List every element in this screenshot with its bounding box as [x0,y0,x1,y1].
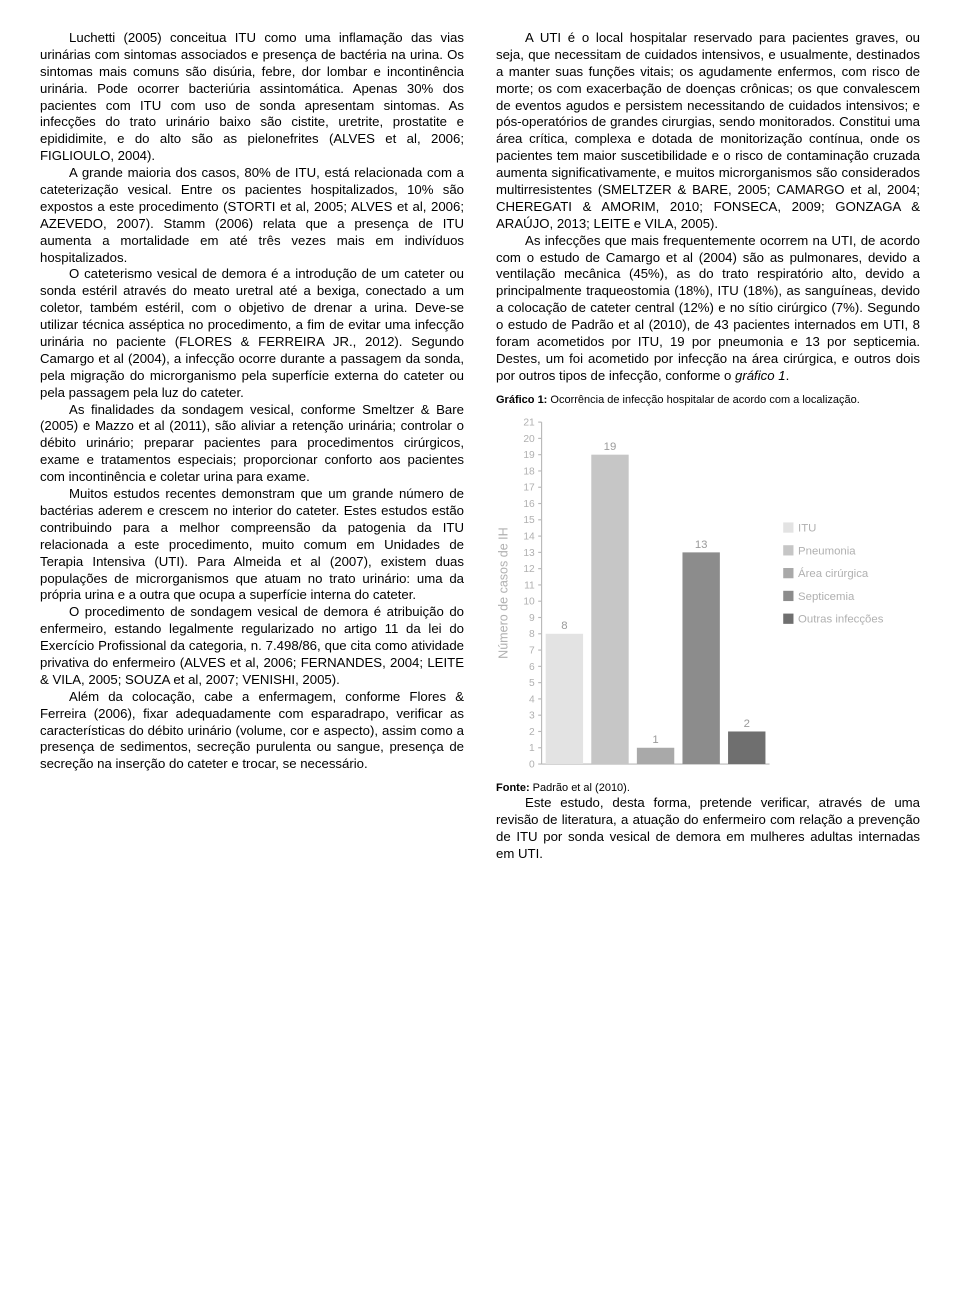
svg-text:15: 15 [523,515,535,526]
svg-text:6: 6 [529,662,535,673]
source-label: Fonte: [496,782,530,794]
svg-text:Área cirúrgica: Área cirúrgica [798,567,869,580]
svg-text:Septicemia: Septicemia [798,591,855,603]
svg-text:2: 2 [529,727,535,738]
svg-text:8: 8 [561,620,567,632]
bar-chart-svg: 0123456789101112131415161718192021Número… [496,413,920,775]
left-column: Luchetti (2005) conceitua ITU como uma i… [40,30,464,863]
paragraph: Muitos estudos recentes demonstram que u… [40,486,464,604]
svg-text:Número de casos de IH: Número de casos de IH [496,527,510,658]
svg-text:2: 2 [744,718,750,730]
svg-text:13: 13 [695,539,708,551]
paragraph: A grande maioria dos casos, 80% de ITU, … [40,165,464,266]
svg-text:18: 18 [523,466,535,477]
paragraph: Este estudo, desta forma, pretende verif… [496,795,920,863]
svg-text:0: 0 [529,759,535,770]
paragraph: Além da colocação, cabe a enfermagem, co… [40,689,464,773]
italic-ref: gráfico 1 [735,368,786,383]
bar-chart: 0123456789101112131415161718192021Número… [496,413,920,775]
paragraph-text: . [786,368,790,383]
svg-text:4: 4 [529,694,535,705]
caption-label: Gráfico 1: [496,394,547,406]
svg-text:14: 14 [523,531,535,542]
svg-text:8: 8 [529,629,535,640]
svg-text:16: 16 [523,499,535,510]
svg-text:12: 12 [523,564,535,575]
chart-source: Fonte: Padrão et al (2010). [496,781,920,795]
svg-text:ITU: ITU [798,522,816,534]
source-text: Padrão et al (2010). [530,782,630,794]
svg-text:7: 7 [529,645,535,656]
paragraph: O procedimento de sondagem vesical de de… [40,604,464,688]
svg-text:19: 19 [604,441,617,453]
svg-text:21: 21 [523,417,535,428]
chart-caption: Gráfico 1: Ocorrência de infecção hospit… [496,393,920,407]
paragraph: As finalidades da sondagem vesical, conf… [40,402,464,486]
caption-text: Ocorrência de infecção hospitalar de aco… [547,394,859,406]
svg-text:1: 1 [529,743,535,754]
paragraph: As infecções que mais frequentemente oco… [496,233,920,385]
svg-text:20: 20 [523,434,535,445]
paragraph-text: As infecções que mais frequentemente oco… [496,233,920,383]
svg-text:Outras infecções: Outras infecções [798,613,884,625]
paragraph: A UTI é o local hospitalar reservado par… [496,30,920,233]
right-column: A UTI é o local hospitalar reservado par… [496,30,920,863]
svg-text:1: 1 [652,734,658,746]
svg-text:3: 3 [529,710,535,721]
paragraph: O cateterismo vesical de demora é a intr… [40,266,464,401]
svg-text:17: 17 [523,482,535,493]
svg-text:11: 11 [524,580,535,591]
svg-text:5: 5 [529,678,535,689]
paragraph: Luchetti (2005) conceitua ITU como uma i… [40,30,464,165]
svg-text:19: 19 [523,450,535,461]
svg-text:Pneumonia: Pneumonia [798,545,856,557]
svg-text:13: 13 [523,548,535,559]
svg-text:10: 10 [523,596,535,607]
svg-text:9: 9 [529,613,535,624]
two-column-layout: Luchetti (2005) conceitua ITU como uma i… [40,30,920,863]
chart-container: 0123456789101112131415161718192021Número… [496,413,920,775]
